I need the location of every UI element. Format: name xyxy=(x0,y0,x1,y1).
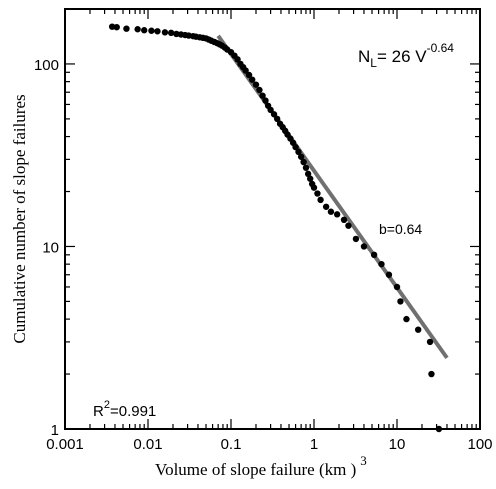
data-point xyxy=(317,196,324,204)
data-point xyxy=(393,283,401,291)
data-point xyxy=(234,56,241,63)
data-point xyxy=(297,153,305,160)
data-point xyxy=(307,175,314,182)
y-axis-title: Cumulative number of slope failures xyxy=(10,94,29,343)
data-point xyxy=(242,67,249,74)
data-point xyxy=(333,211,341,218)
data-point xyxy=(302,164,310,171)
data-point xyxy=(304,170,312,178)
data-point xyxy=(426,338,434,346)
equation-rhs: = 26 V xyxy=(377,47,427,66)
x-axis-title: Volume of slope failure (km ) 3 xyxy=(155,453,367,479)
data-point xyxy=(340,216,348,224)
data-point xyxy=(414,326,422,333)
data-point xyxy=(310,184,318,191)
x-tick-label: 0.1 xyxy=(221,436,242,453)
data-point xyxy=(378,260,385,268)
y-tick-label: 10 xyxy=(42,239,59,256)
data-point xyxy=(428,370,435,378)
x-tick-label: 1 xyxy=(310,436,318,453)
data-point xyxy=(161,29,169,36)
data-point xyxy=(270,111,278,118)
data-point xyxy=(292,143,299,151)
data-point xyxy=(435,425,443,433)
y-tick-label: 100 xyxy=(34,57,59,74)
data-point xyxy=(259,92,266,99)
data-point xyxy=(267,106,274,114)
data-point xyxy=(113,23,120,31)
x-tick-label: 0.001 xyxy=(46,436,84,453)
data-point xyxy=(352,235,360,243)
data-point xyxy=(360,243,368,250)
data-point xyxy=(148,27,155,34)
data-point xyxy=(245,71,253,79)
x-axis-title-text: Volume of slope failure (km ) xyxy=(155,460,356,479)
r-squared-superscript: 2 xyxy=(104,399,110,411)
x-tick-label: 10 xyxy=(389,436,406,453)
y-tick-label: 1 xyxy=(51,422,59,439)
data-point xyxy=(154,28,161,35)
data-point xyxy=(141,27,148,34)
equation-lhs: N xyxy=(358,47,370,66)
data-point xyxy=(397,298,404,305)
data-point xyxy=(248,76,256,83)
data-point xyxy=(345,222,352,229)
data-point xyxy=(314,190,321,197)
equation-lhs-subscript: L xyxy=(370,56,377,70)
data-point xyxy=(300,158,307,166)
r-squared-value: =0.991 xyxy=(110,403,156,420)
x-axis-title-exponent: 3 xyxy=(360,453,367,468)
data-point xyxy=(273,115,281,123)
slope-label: b=0.64 xyxy=(379,221,422,237)
data-point xyxy=(322,203,330,210)
r-squared-symbol: R xyxy=(93,403,104,420)
fit-equation: NL= 26 V-0.64 xyxy=(358,41,454,70)
x-tick-label: 100 xyxy=(467,436,492,453)
data-point xyxy=(167,29,175,37)
data-point xyxy=(327,208,335,215)
data-point xyxy=(123,25,130,32)
data-point xyxy=(385,271,393,278)
x-tick-label: 0.01 xyxy=(133,436,162,453)
fit-line xyxy=(216,34,449,360)
equation-exponent: -0.64 xyxy=(427,41,455,55)
data-point xyxy=(252,81,260,88)
data-point xyxy=(403,315,410,323)
data-point xyxy=(370,251,378,259)
data-point xyxy=(295,148,302,156)
data-point xyxy=(134,26,141,33)
data-point xyxy=(262,97,269,104)
r-squared-label: R2=0.991 xyxy=(93,399,156,420)
plot-frame xyxy=(64,8,481,430)
data-point xyxy=(256,86,263,94)
